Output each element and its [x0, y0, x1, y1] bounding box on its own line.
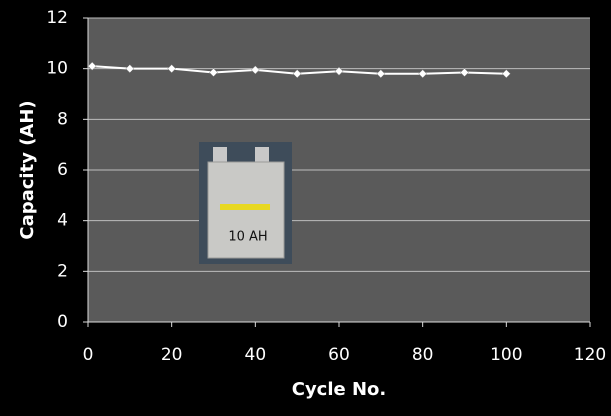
- y-tick-label: 0: [57, 312, 68, 332]
- y-tick-label: 6: [57, 160, 68, 180]
- x-tick-label: 120: [574, 345, 606, 365]
- point: [250, 65, 260, 75]
- x-tick-label: 0: [83, 345, 94, 365]
- sticker: [220, 204, 270, 210]
- y-tick-label: 8: [57, 109, 68, 129]
- point: [418, 69, 428, 79]
- point: [209, 68, 218, 77]
- point: [501, 69, 511, 79]
- point: [167, 64, 177, 74]
- y-tick-label: 10: [46, 59, 68, 79]
- point: [376, 69, 386, 79]
- point: [125, 64, 135, 74]
- inset-photo: 10 AH: [199, 142, 292, 264]
- point: [292, 69, 302, 79]
- x-tick-label: 60: [328, 345, 350, 365]
- y-axis-label: Capacity (AH): [17, 100, 38, 239]
- y-tick-label: 12: [46, 8, 68, 28]
- point: [87, 61, 97, 71]
- y-tick-label: 2: [57, 261, 68, 281]
- inset-label: 10 AH: [228, 230, 267, 245]
- point: [460, 68, 469, 77]
- x-tick-label: 100: [490, 345, 522, 365]
- x-axis-label: Cycle No.: [292, 379, 387, 400]
- x-tick-label: 20: [161, 345, 183, 365]
- y-tick-label: 4: [57, 211, 68, 231]
- x-tick-label: 40: [245, 345, 267, 365]
- point: [334, 66, 344, 76]
- x-tick-label: 80: [412, 345, 434, 365]
